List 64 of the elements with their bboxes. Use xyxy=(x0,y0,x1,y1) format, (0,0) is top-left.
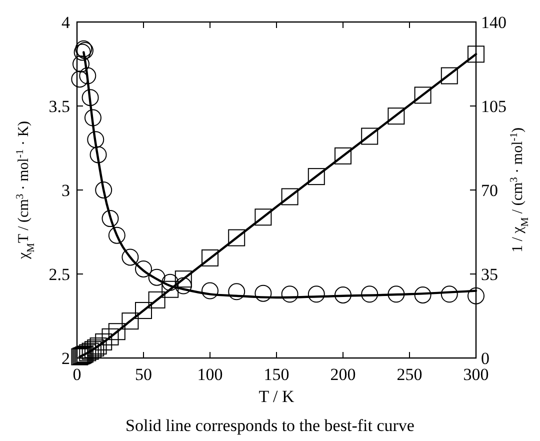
x-tick-label: 0 xyxy=(72,365,82,384)
point xyxy=(135,302,152,319)
y-tick-label: 3 xyxy=(62,180,70,200)
point xyxy=(308,286,325,303)
point xyxy=(440,286,458,303)
y-tick-label: 2.5 xyxy=(48,264,70,284)
point xyxy=(308,168,325,186)
point xyxy=(361,128,378,145)
x-tick-label: 50 xyxy=(135,365,152,384)
text: Solid line corresponds to the best-fit curve xyxy=(126,416,414,435)
point xyxy=(95,182,112,198)
point xyxy=(95,333,112,350)
point xyxy=(148,268,166,286)
x-tick-label: 100 xyxy=(197,365,223,384)
point xyxy=(254,208,272,226)
point xyxy=(82,89,99,106)
point xyxy=(414,286,432,304)
point xyxy=(254,284,272,302)
y2-tick-label: 105 xyxy=(481,96,506,116)
point xyxy=(334,286,352,304)
y-tick-label: 4 xyxy=(62,12,70,32)
point xyxy=(108,226,126,244)
point xyxy=(414,86,432,104)
x-tick-label: 300 xyxy=(463,365,489,384)
point xyxy=(174,277,192,294)
point xyxy=(72,56,90,72)
y2-tick-label: 70 xyxy=(481,180,498,200)
point xyxy=(162,274,179,291)
point xyxy=(468,46,484,63)
x-axis-title: T / K xyxy=(258,387,296,406)
point xyxy=(468,287,484,304)
point xyxy=(228,229,246,246)
point xyxy=(122,312,139,330)
point xyxy=(440,67,458,84)
point xyxy=(87,131,104,148)
point xyxy=(281,286,298,303)
point xyxy=(122,248,139,266)
x-tick-label: 150 xyxy=(264,365,290,384)
point xyxy=(71,70,88,88)
point xyxy=(388,286,405,303)
y-tick-label: 3.5 xyxy=(48,96,70,116)
y2-tick-label: 0 xyxy=(481,348,490,368)
y2-tick-label: 140 xyxy=(481,12,506,32)
point xyxy=(135,260,152,278)
point xyxy=(102,210,119,228)
point xyxy=(388,108,405,125)
point xyxy=(174,270,192,288)
x-tick-label: 200 xyxy=(330,365,356,384)
point xyxy=(334,147,352,164)
point xyxy=(148,291,166,308)
point xyxy=(162,280,179,298)
point xyxy=(102,328,119,346)
point xyxy=(108,323,126,340)
point xyxy=(202,282,218,300)
point xyxy=(228,283,246,300)
point xyxy=(281,188,298,206)
point xyxy=(90,146,107,164)
y-tick-label: 2 xyxy=(62,348,70,368)
x-tick-label: 250 xyxy=(396,365,422,384)
point xyxy=(84,109,102,126)
point xyxy=(202,249,218,266)
y2-tick-label: 35 xyxy=(481,264,498,284)
point xyxy=(361,286,378,303)
point xyxy=(79,67,96,84)
